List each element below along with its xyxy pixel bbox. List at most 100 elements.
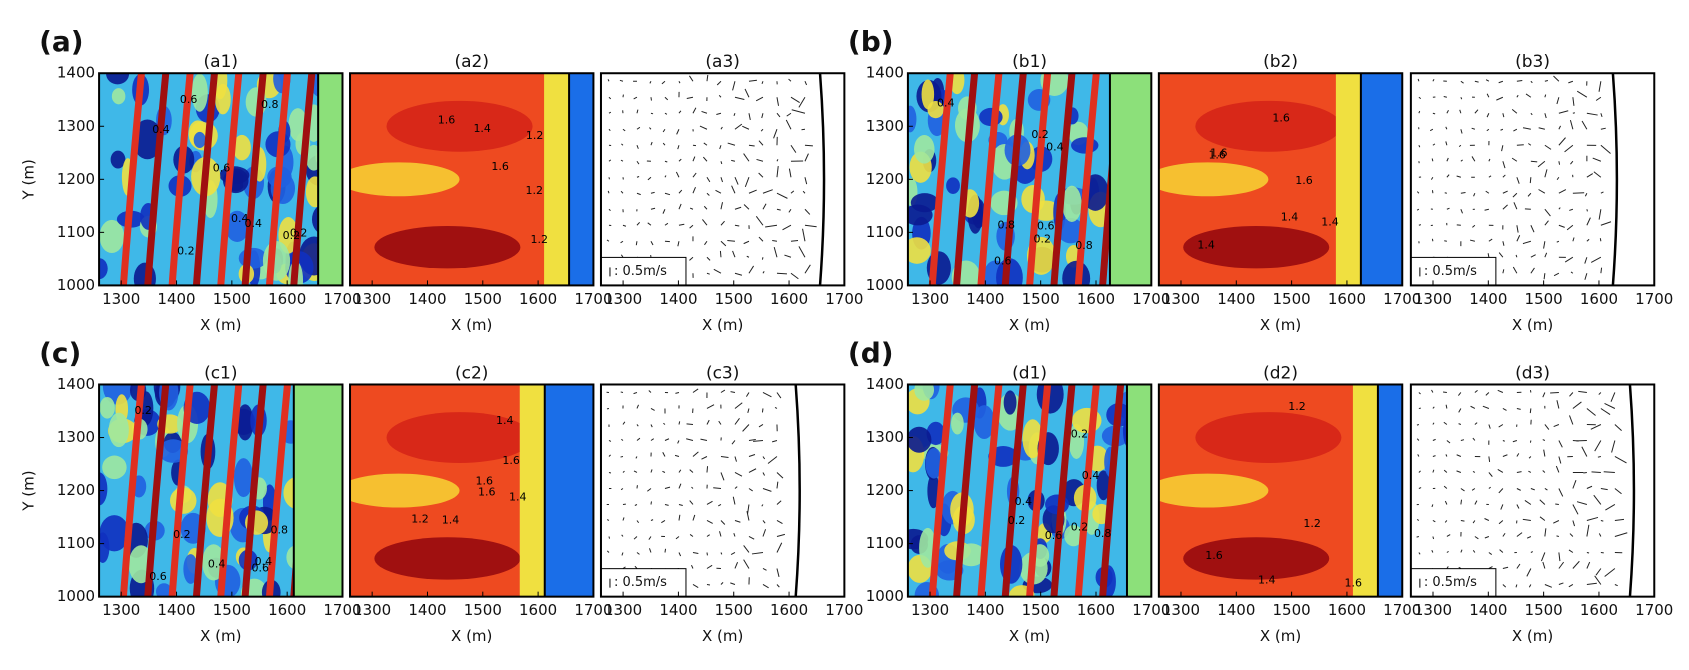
vector bbox=[748, 488, 753, 492]
vector bbox=[678, 514, 681, 521]
vector bbox=[1418, 470, 1421, 473]
x-tick-label: 1600 bbox=[1328, 601, 1366, 619]
vector bbox=[748, 454, 756, 457]
vector bbox=[1570, 160, 1574, 165]
x-axis-label: X (m) bbox=[1260, 627, 1301, 645]
vector bbox=[730, 552, 736, 555]
contour-label: 0.4 bbox=[1015, 495, 1033, 508]
heat-ridge bbox=[217, 73, 243, 286]
y-tick-label: 1400 bbox=[866, 64, 904, 82]
heat-ridge bbox=[241, 384, 267, 597]
vector bbox=[692, 186, 696, 194]
quiver-bg bbox=[1410, 73, 1655, 286]
vector bbox=[1458, 408, 1462, 413]
vector bbox=[1498, 424, 1504, 428]
vector bbox=[1502, 532, 1506, 537]
heat-blob bbox=[1158, 162, 1269, 197]
vector bbox=[1604, 568, 1616, 577]
vector bbox=[734, 177, 739, 185]
contour-label: 0.4 bbox=[1082, 469, 1100, 482]
contour-label: 1.6 bbox=[478, 485, 496, 498]
vector bbox=[713, 487, 722, 489]
contour-label: 1.6 bbox=[1344, 576, 1362, 589]
vector bbox=[1600, 144, 1611, 154]
vector bbox=[1446, 109, 1449, 114]
land bbox=[318, 73, 343, 286]
surf-zone bbox=[544, 73, 570, 286]
vector bbox=[1600, 127, 1606, 130]
vector bbox=[804, 153, 809, 162]
land bbox=[293, 384, 343, 597]
contour-label: 1.4 bbox=[473, 122, 491, 135]
vector bbox=[686, 423, 694, 425]
contour-label: 0.2 bbox=[290, 226, 308, 239]
vector bbox=[1600, 520, 1604, 522]
x-tick-label: 1300 bbox=[604, 601, 642, 619]
heat-blob bbox=[99, 258, 108, 280]
vector bbox=[1416, 536, 1420, 538]
contour-label: 1.6 bbox=[1205, 549, 1223, 562]
vector bbox=[720, 240, 727, 247]
vector bbox=[1497, 468, 1504, 473]
vector bbox=[662, 470, 666, 473]
x-tick-label: 1300 bbox=[1414, 601, 1452, 619]
vector bbox=[1502, 566, 1509, 569]
vector bbox=[1530, 112, 1533, 116]
vector bbox=[633, 536, 638, 540]
vector bbox=[732, 250, 736, 258]
heat-ridge bbox=[1001, 384, 1027, 597]
vector bbox=[1530, 267, 1535, 274]
vector bbox=[776, 584, 780, 588]
vector bbox=[678, 81, 681, 84]
axes-frame bbox=[349, 72, 595, 287]
vector bbox=[634, 504, 638, 506]
vector bbox=[1558, 456, 1562, 464]
vector bbox=[1432, 143, 1436, 146]
vector bbox=[1572, 504, 1579, 515]
vector bbox=[1600, 191, 1604, 194]
shoreline bbox=[818, 73, 826, 286]
vector bbox=[1543, 449, 1546, 457]
vector bbox=[713, 268, 722, 274]
heat-blob bbox=[907, 237, 931, 264]
vector bbox=[1456, 470, 1462, 473]
vector bbox=[1604, 402, 1616, 409]
vector bbox=[706, 176, 711, 183]
vector bbox=[1555, 465, 1560, 473]
vector bbox=[706, 520, 713, 524]
vector bbox=[720, 472, 725, 481]
vector bbox=[1544, 220, 1549, 226]
vector bbox=[1593, 494, 1602, 505]
vector bbox=[1500, 128, 1504, 131]
vector bbox=[1418, 487, 1422, 489]
vector bbox=[1558, 161, 1561, 165]
vector bbox=[689, 469, 694, 473]
heat-blob bbox=[1096, 470, 1111, 501]
vector bbox=[1416, 424, 1420, 426]
vector bbox=[649, 548, 652, 553]
vector bbox=[1558, 440, 1563, 448]
x-tick-label: 1400 bbox=[659, 290, 697, 308]
heat-blob bbox=[951, 412, 964, 435]
vector bbox=[1525, 93, 1532, 98]
vector bbox=[661, 80, 666, 85]
vector bbox=[745, 392, 750, 397]
vector bbox=[1516, 504, 1520, 509]
vector bbox=[1484, 518, 1490, 521]
vector bbox=[706, 419, 710, 425]
vector bbox=[1471, 156, 1476, 162]
vector bbox=[1430, 176, 1434, 180]
vector bbox=[664, 504, 669, 506]
vector bbox=[1488, 158, 1491, 162]
x-tick-label: 1600 bbox=[519, 290, 557, 308]
vector bbox=[743, 545, 750, 553]
x-tick-label: 1500 bbox=[213, 290, 251, 308]
vector bbox=[678, 421, 681, 425]
vector bbox=[664, 160, 668, 163]
vector bbox=[1502, 204, 1508, 210]
vector bbox=[1418, 110, 1421, 114]
vector bbox=[776, 97, 780, 106]
heat-ridge bbox=[1026, 384, 1052, 597]
vector bbox=[1458, 144, 1462, 147]
